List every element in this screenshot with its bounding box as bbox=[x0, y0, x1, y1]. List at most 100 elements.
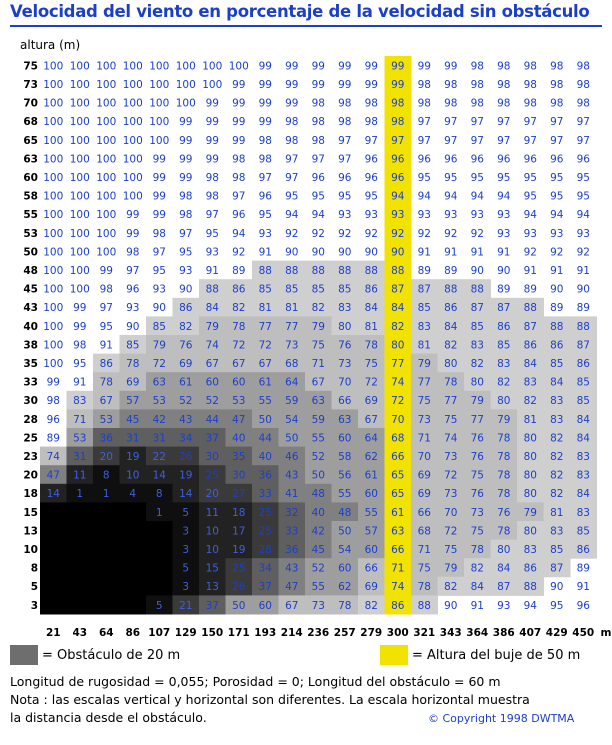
cell-value-label: 93 bbox=[497, 209, 510, 221]
cell-value-label: 83 bbox=[73, 395, 86, 407]
heatmap-cell-40-214 bbox=[278, 316, 306, 336]
cell-value-label: 98 bbox=[179, 191, 192, 203]
cell-value-label: 52 bbox=[179, 395, 192, 407]
cell-value-label: 78 bbox=[497, 451, 510, 463]
cell-value-label: 83 bbox=[550, 525, 563, 537]
cell-value-label: 100 bbox=[123, 135, 143, 147]
cell-value-label: 99 bbox=[259, 60, 272, 72]
cell-value-label: 82 bbox=[444, 339, 457, 351]
cell-value-label: 99 bbox=[391, 79, 404, 91]
heatmap-cell-35-429 bbox=[543, 353, 571, 373]
heatmap-cell-25-43 bbox=[66, 428, 94, 448]
cell-value-label: 63 bbox=[391, 525, 404, 537]
cell-value-label: 78 bbox=[497, 525, 510, 537]
cell-value-label: 80 bbox=[524, 488, 537, 500]
heatmap-cell-43-193 bbox=[252, 297, 279, 317]
heatmap-cell-18-236 bbox=[305, 483, 332, 503]
cell-value-label: 89 bbox=[232, 265, 245, 277]
cell-value-label: 100 bbox=[96, 246, 116, 258]
cell-value-label: 37 bbox=[206, 600, 219, 612]
cell-value-label: 78 bbox=[471, 544, 484, 556]
cell-value-label: 100 bbox=[96, 135, 116, 147]
heatmap-cell-23-107 bbox=[146, 446, 173, 466]
cell-value-label: 3 bbox=[182, 581, 189, 593]
cell-value-label: 82 bbox=[497, 377, 510, 389]
heatmap-cell-23-343 bbox=[437, 446, 465, 466]
cell-value-label: 99 bbox=[206, 98, 219, 110]
cell-value-label: 28 bbox=[259, 544, 272, 556]
cell-value-label: 78 bbox=[338, 600, 351, 612]
obstacle-legend-swatch bbox=[10, 645, 38, 665]
heatmap-cell-20-21 bbox=[40, 465, 67, 485]
cell-value-label: 61 bbox=[391, 507, 404, 519]
heatmap-cell-15-407 bbox=[517, 502, 544, 522]
cell-value-label: 91 bbox=[259, 246, 272, 258]
cell-value-label: 96 bbox=[577, 600, 591, 612]
cell-value-label: 91 bbox=[444, 246, 457, 258]
heatmap-cell-33-129 bbox=[172, 372, 200, 392]
cell-value-label: 21 bbox=[179, 600, 192, 612]
heatmap-cell-8-64 bbox=[93, 558, 120, 578]
cell-value-label: 3 bbox=[182, 525, 189, 537]
cell-value-label: 60 bbox=[259, 600, 272, 612]
cell-value-label: 83 bbox=[577, 470, 590, 482]
cell-value-label: 100 bbox=[43, 191, 63, 203]
cell-value-label: 71 bbox=[73, 414, 86, 426]
heatmap-cell-10-150 bbox=[199, 539, 226, 559]
y-tick-label: 43 bbox=[23, 302, 38, 314]
cell-value-label: 60 bbox=[365, 488, 378, 500]
cell-value-label: 92 bbox=[550, 246, 563, 258]
cell-value-label: 77 bbox=[391, 358, 404, 370]
cell-value-label: 97 bbox=[100, 302, 113, 314]
cell-value-label: 78 bbox=[444, 377, 457, 389]
cell-value-label: 76 bbox=[471, 451, 485, 463]
heatmap-cell-35-171 bbox=[225, 353, 253, 373]
heatmap-cell-18-193 bbox=[252, 483, 279, 503]
cell-value-label: 86 bbox=[577, 544, 591, 556]
heatmap-cell-13-214 bbox=[278, 521, 306, 541]
cell-value-label: 61 bbox=[365, 470, 378, 482]
cell-value-label: 13 bbox=[206, 581, 219, 593]
cell-value-label: 52 bbox=[312, 563, 325, 575]
heatmap-cell-33-364 bbox=[464, 372, 491, 392]
cell-value-label: 100 bbox=[70, 265, 90, 277]
heatmap-cell-28-64 bbox=[93, 409, 120, 429]
cell-value-label: 94 bbox=[524, 600, 538, 612]
heatmap-cell-23-43 bbox=[66, 446, 94, 466]
heatmap-cell-3-21 bbox=[40, 595, 67, 615]
heatmap-cell-15-343 bbox=[437, 502, 465, 522]
cell-value-label: 96 bbox=[312, 172, 326, 184]
y-tick-label: 18 bbox=[23, 488, 38, 500]
cell-value-label: 80 bbox=[524, 451, 537, 463]
heatmap-cell-25-407 bbox=[517, 428, 544, 448]
y-tick-label: 55 bbox=[23, 209, 38, 221]
cell-value-label: 100 bbox=[176, 98, 196, 110]
cell-value-label: 4 bbox=[129, 488, 136, 500]
cell-value-label: 90 bbox=[126, 321, 139, 333]
cell-value-label: 97 bbox=[338, 135, 351, 147]
cell-value-label: 98 bbox=[232, 153, 245, 165]
cell-value-label: 90 bbox=[550, 581, 563, 593]
heatmap-cell-10-300 bbox=[384, 539, 412, 559]
cell-value-label: 97 bbox=[232, 191, 245, 203]
cell-value-label: 89 bbox=[577, 563, 590, 575]
heatmap-cell-8-171 bbox=[225, 558, 253, 578]
cell-value-label: 77 bbox=[285, 321, 298, 333]
cell-value-label: 100 bbox=[96, 172, 116, 184]
cell-value-label: 98 bbox=[312, 98, 325, 110]
cell-value-label: 96 bbox=[232, 209, 246, 221]
cell-value-label: 93 bbox=[206, 246, 219, 258]
heatmap-cell-20-150 bbox=[199, 465, 226, 485]
heatmap-cell-23-364 bbox=[464, 446, 491, 466]
cell-value-label: 84 bbox=[471, 581, 485, 593]
cell-value-label: 78 bbox=[365, 339, 378, 351]
hub-height-legend-swatch bbox=[380, 645, 408, 665]
cell-value-label: 91 bbox=[524, 265, 537, 277]
cell-value-label: 84 bbox=[497, 563, 511, 575]
cell-value-label: 72 bbox=[153, 358, 166, 370]
cell-value-label: 96 bbox=[418, 153, 432, 165]
cell-value-label: 80 bbox=[497, 395, 510, 407]
cell-value-label: 97 bbox=[206, 209, 219, 221]
heatmap-cell-38-343 bbox=[437, 335, 465, 355]
heatmap-cell-15-214 bbox=[278, 502, 306, 522]
